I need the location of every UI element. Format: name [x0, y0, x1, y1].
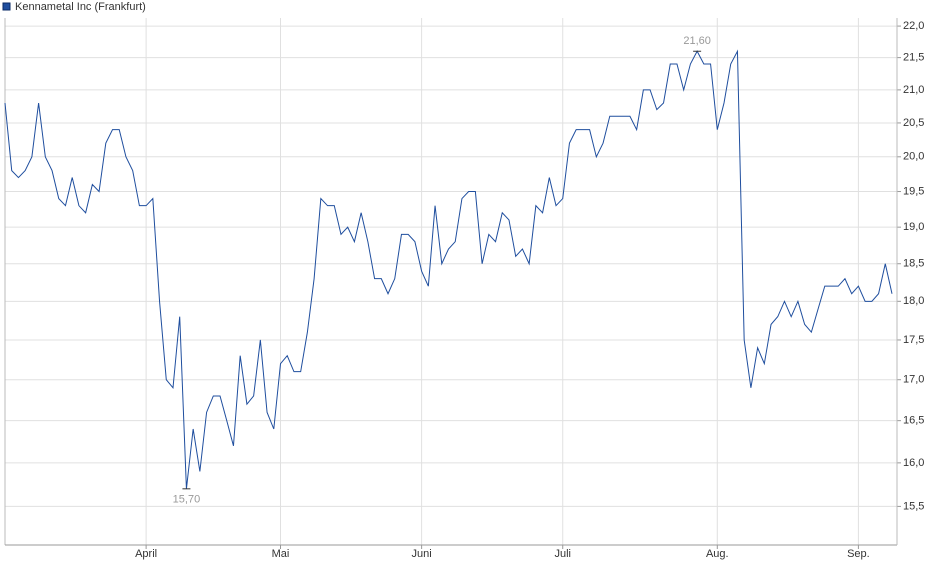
- y-tick-label: 15,5: [903, 500, 924, 512]
- x-tick-label: April: [135, 548, 157, 560]
- x-tick-label: Aug.: [706, 548, 729, 560]
- y-tick-label: 16,0: [903, 457, 924, 469]
- price-line: [4, 49, 893, 489]
- y-tick-label: 21,0: [903, 84, 924, 96]
- y-tick-label: 17,5: [903, 334, 924, 346]
- y-tick-label: 20,0: [903, 151, 924, 163]
- y-tick-label: 21,5: [903, 52, 924, 64]
- max-label: 21,60: [683, 35, 711, 47]
- y-tick-label: 18,0: [903, 295, 924, 307]
- y-tick-label: 20,5: [903, 117, 924, 129]
- legend-swatch: [2, 2, 11, 11]
- legend-label: Kennametal Inc (Frankfurt): [15, 1, 146, 13]
- y-tick-label: 18,5: [903, 258, 924, 270]
- x-tick-label: Juli: [554, 548, 571, 560]
- y-tick-label: 22,0: [903, 20, 924, 32]
- min-label: 15,70: [173, 494, 201, 506]
- y-tick-label: 17,0: [903, 374, 924, 386]
- y-tick-label: 19,5: [903, 185, 924, 197]
- y-tick-label: 19,0: [903, 221, 924, 233]
- x-tick-label: Sep.: [847, 548, 870, 560]
- x-tick-label: Mai: [272, 548, 290, 560]
- x-tick-label: Juni: [412, 548, 432, 560]
- y-tick-label: 16,5: [903, 415, 924, 427]
